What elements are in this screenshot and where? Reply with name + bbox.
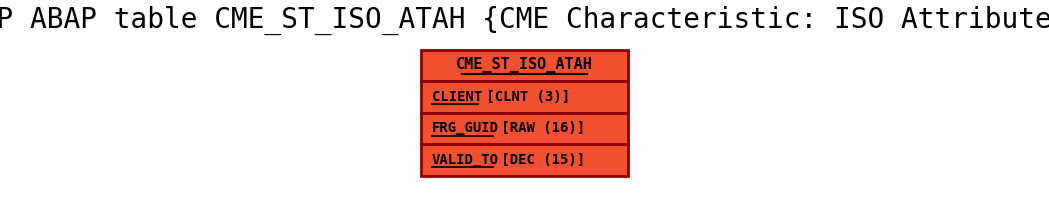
Text: FRG_GUID: FRG_GUID bbox=[432, 121, 499, 135]
Bar bbox=[421, 50, 628, 81]
Bar bbox=[421, 81, 628, 113]
Text: [CLNT (3)]: [CLNT (3)] bbox=[477, 90, 570, 104]
Text: SAP ABAP table CME_ST_ISO_ATAH {CME Characteristic: ISO Attributes}: SAP ABAP table CME_ST_ISO_ATAH {CME Char… bbox=[0, 6, 1049, 35]
Text: [DEC (15)]: [DEC (15)] bbox=[493, 153, 585, 167]
Text: [RAW (16)]: [RAW (16)] bbox=[493, 121, 585, 135]
Text: CME_ST_ISO_ATAH: CME_ST_ISO_ATAH bbox=[456, 58, 593, 73]
Text: VALID_TO: VALID_TO bbox=[432, 153, 499, 167]
Bar bbox=[421, 113, 628, 144]
Text: CLIENT: CLIENT bbox=[432, 90, 483, 104]
Bar bbox=[421, 144, 628, 176]
